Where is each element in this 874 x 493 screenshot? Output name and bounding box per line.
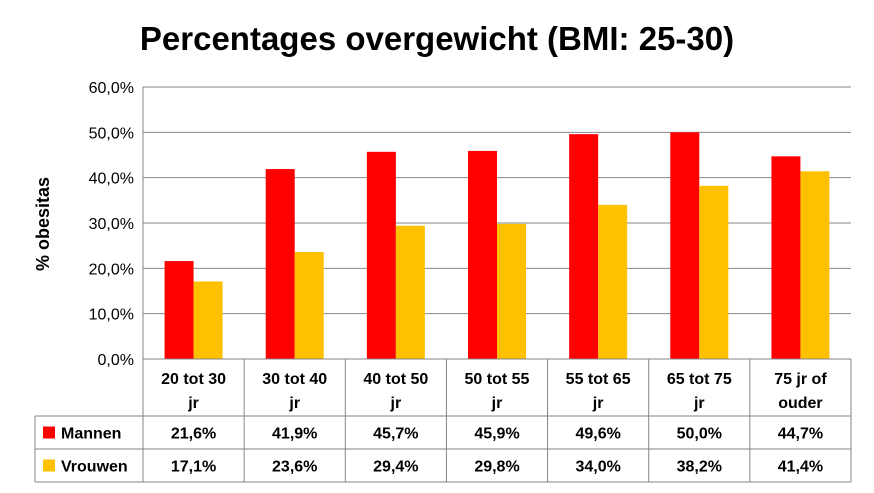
data-label: 41,4% [778,459,823,476]
bar-vrouwen [395,225,425,359]
data-label: 34,0% [575,459,620,476]
data-label: 29,8% [474,459,519,476]
y-tick-label: 0,0% [98,352,134,369]
bar-vrouwen [497,223,526,359]
data-label: 21,6% [171,426,216,443]
data-label: 38,2% [677,459,722,476]
data-label: 49,6% [575,426,620,443]
x-category-label: 65 tot 75 [667,371,732,388]
axes [142,87,851,360]
bar-vrouwen [800,171,830,359]
x-category-label: jr [693,395,705,412]
legend-key-vrouwen [43,459,55,472]
y-tick-label: 10,0% [89,307,134,324]
x-category-label: jr [592,395,604,412]
legend-label-mannen: Mannen [61,426,121,443]
data-label: 44,7% [778,426,823,443]
legend-label-vrouwen: Vrouwen [61,459,128,476]
bar-mannen [569,134,599,359]
bar-vrouwen [193,281,223,359]
data-label: 45,7% [373,426,418,443]
x-category-label: jr [288,395,300,412]
bar-vrouwen [598,204,628,359]
bar-vrouwen [294,252,324,359]
x-category-label: 50 tot 55 [465,371,530,388]
y-axis-label: % obesitas [33,177,53,271]
y-tick-label: 60,0% [89,80,134,97]
chart-title: Percentages overgewicht (BMI: 25-30) [139,20,735,57]
y-tick-label: 20,0% [89,261,134,278]
x-category-label: ouder [778,395,822,412]
bar-mannen [265,169,295,359]
bar-mannen [670,132,700,359]
y-tick-labels: 0,0% 10,0% 20,0% 30,0% 40,0% 50,0% 60,0% [89,80,134,369]
bars [164,132,830,359]
x-category-label: jr [390,395,402,412]
bar-mannen [468,150,497,359]
data-label: 50,0% [677,426,722,443]
x-category-label: 75 jr of [774,371,827,388]
x-category-label: jr [187,395,199,412]
bar-mannen [366,151,396,359]
y-tick-label: 40,0% [89,171,134,188]
y-tick-label: 30,0% [89,216,134,233]
x-category-label: 30 tot 40 [262,371,327,388]
data-label: 23,6% [272,459,317,476]
bar-mannen [164,261,194,359]
data-label: 29,4% [373,459,418,476]
bar-vrouwen [699,185,729,359]
x-category-label: jr [491,395,503,412]
x-category-label: 55 tot 65 [566,371,631,388]
y-tick-label: 50,0% [89,125,134,142]
x-category-label: 20 tot 30 [161,371,226,388]
data-table: 20 tot 30 jr 30 tot 40 jr 40 tot 50 jr 50 tot … [34,359,852,483]
x-category-label: 40 tot 50 [363,371,428,388]
data-label: 45,9% [474,426,519,443]
data-label: 41,9% [272,426,317,443]
bar-mannen [771,156,801,359]
data-label: 17,1% [171,459,216,476]
legend-key-mannen [43,426,55,439]
